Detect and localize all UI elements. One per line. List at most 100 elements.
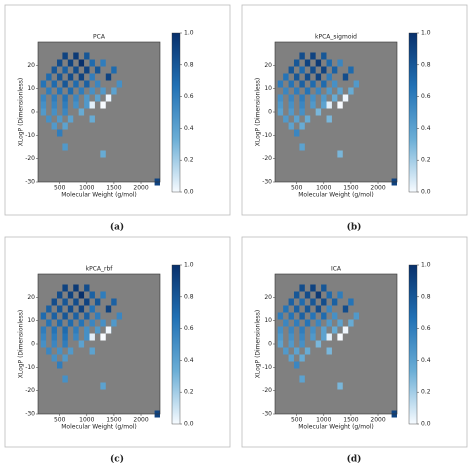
y-tick-label: 20 <box>264 62 272 69</box>
heat-cell <box>111 319 117 327</box>
colorbar-tick-label: 0.6 <box>184 93 194 100</box>
heat-cell <box>288 298 294 306</box>
chart-title: kPCA_sigmoid <box>315 34 357 41</box>
x-axis-label: Molecular Weight (g/mol) <box>298 424 374 431</box>
heat-cell <box>331 66 338 74</box>
heat-cell <box>94 66 101 74</box>
heat-cell <box>337 319 343 327</box>
heat-cell <box>277 312 284 320</box>
y-tick-label: -10 <box>262 132 272 139</box>
heat-cell <box>46 319 52 327</box>
heat-cell <box>315 340 322 348</box>
heat-cell <box>56 59 63 67</box>
heat-cell <box>100 150 106 158</box>
colorbar-tick-label: 0.8 <box>184 61 194 68</box>
heat-cell <box>84 284 90 292</box>
heat-cell <box>111 66 117 74</box>
heat-cell <box>73 101 79 109</box>
heat-cell <box>299 340 305 348</box>
heat-cell <box>51 101 57 109</box>
y-tick-label: -10 <box>25 132 35 139</box>
heat-cell <box>315 87 322 95</box>
heat-cell <box>62 333 68 341</box>
chart-title: PCA <box>93 34 106 41</box>
heat-cell <box>67 59 74 67</box>
heat-cell <box>299 80 305 88</box>
colorbar-tick-label: 1.0 <box>421 262 431 269</box>
heat-cell <box>315 319 322 327</box>
heat-cell <box>73 66 79 74</box>
x-tick-label: 500 <box>291 185 303 192</box>
heat-cell <box>299 108 305 116</box>
heat-cell <box>326 347 332 355</box>
colorbar-tick-label: 1.0 <box>184 30 194 37</box>
heat-cell <box>331 80 338 88</box>
heat-cell <box>342 326 349 334</box>
heat-cell <box>348 319 354 327</box>
colorbar-tick-label: 0.2 <box>421 157 431 164</box>
panel-caption: (d) <box>347 454 362 465</box>
heat-cell <box>62 375 68 383</box>
heat-cell <box>84 101 90 109</box>
colorbar-tick-label: 0.2 <box>421 389 431 396</box>
heat-cell <box>304 319 311 327</box>
y-axis-label: XLogP (Dimensionless) <box>255 310 262 379</box>
colorbar-tick-label: 0.8 <box>421 61 431 68</box>
heat-cell <box>67 305 74 313</box>
heat-cell <box>73 312 79 320</box>
heat-cell <box>326 101 332 109</box>
heat-cell <box>337 87 343 95</box>
heat-cell <box>89 305 95 313</box>
heat-cell <box>84 52 90 60</box>
heat-cell <box>293 291 300 299</box>
colorbar-tick-label: 1.0 <box>184 262 194 269</box>
heat-cell <box>326 73 332 81</box>
heat-cell <box>46 347 52 355</box>
heat-cell <box>293 87 300 95</box>
heat-cell <box>342 94 349 102</box>
heat-cell <box>283 115 289 123</box>
heat-cell <box>293 59 300 67</box>
heat-cell <box>310 284 316 292</box>
heat-cell <box>299 326 305 334</box>
heat-cell <box>337 150 343 158</box>
heat-cell <box>84 298 90 306</box>
heat-cell <box>277 94 284 102</box>
x-tick-label: 1500 <box>106 417 121 424</box>
heat-cell <box>40 333 47 341</box>
colorbar-tick-label: 0.4 <box>421 125 431 132</box>
y-tick-label: 0 <box>268 341 272 348</box>
heat-cell <box>40 80 47 88</box>
colorbar-tick-label: 0.6 <box>421 325 431 332</box>
heat-cell <box>288 66 294 74</box>
heat-cell <box>89 333 95 341</box>
heat-cell <box>299 284 305 292</box>
heat-cell <box>84 66 90 74</box>
heat-cell <box>310 333 316 341</box>
heat-cell <box>89 59 95 67</box>
y-tick-label: -20 <box>262 155 272 162</box>
y-tick-label: 0 <box>268 109 272 116</box>
heat-cell <box>293 115 300 123</box>
heat-cell <box>105 73 112 81</box>
heat-cell <box>331 298 338 306</box>
heat-cell <box>293 347 300 355</box>
x-axis-label: Molecular Weight (g/mol) <box>61 192 137 199</box>
heat-cell <box>62 66 68 74</box>
panel-border <box>4 4 231 216</box>
colorbar-tick-label: 0.2 <box>184 157 194 164</box>
heat-cell <box>73 326 79 334</box>
colorbar-tick-label: 0.0 <box>421 421 431 428</box>
heat-cell <box>326 115 332 123</box>
panel-caption: (a) <box>110 222 124 233</box>
heat-cell <box>94 298 101 306</box>
heat-cell <box>304 73 311 81</box>
heat-cell <box>78 73 85 81</box>
heat-cell <box>100 319 106 327</box>
x-axis-label: Molecular Weight (g/mol) <box>61 424 137 431</box>
colorbar <box>408 264 418 425</box>
heat-cell <box>299 122 305 130</box>
heat-cell <box>321 80 327 88</box>
heat-cell <box>326 305 332 313</box>
heat-cell <box>73 298 79 306</box>
